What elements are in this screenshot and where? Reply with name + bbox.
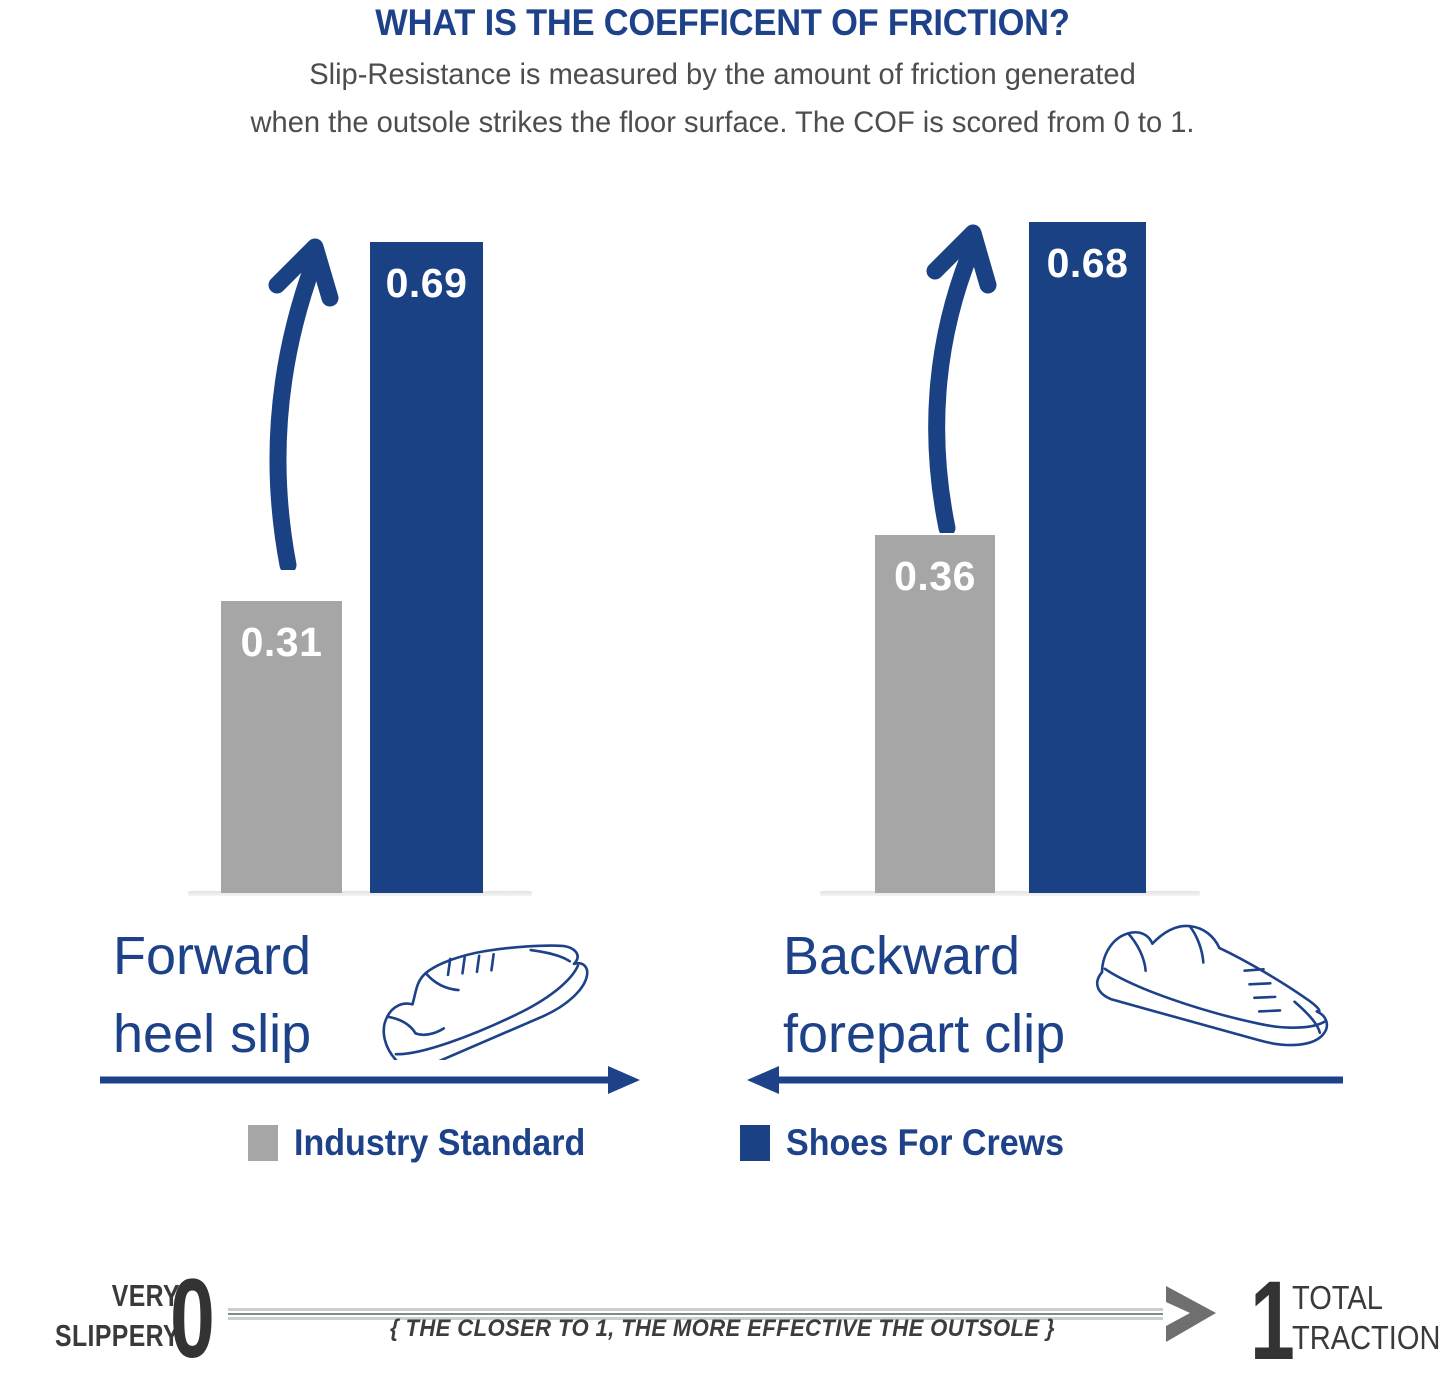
legend-label: Industry Standard (294, 1122, 586, 1163)
caption-line-2: forepart clip (783, 1004, 1066, 1065)
scale-rule-bottom (228, 1317, 1163, 1320)
sneaker-heel-down-icon (360, 920, 600, 1073)
sneaker-toe-down-icon (1090, 916, 1340, 1056)
legend-item-industry-standard[interactable]: Industry Standard (248, 1122, 611, 1164)
bar-industry-standard-backward: 0.36 (875, 535, 995, 893)
caption-line-1: Backward (783, 926, 1021, 986)
upward-trend-arrow-right (915, 215, 1020, 537)
scale-right-line-2: TRACTION (1292, 1319, 1441, 1357)
greater-than-chevron-icon (1158, 1282, 1226, 1348)
bar-value-label: 0.69 (385, 260, 468, 306)
scale-rule-mid (228, 1313, 1163, 1315)
legend-item-shoes-for-crews[interactable]: Shoes For Crews (740, 1122, 1088, 1164)
scale-left-line-2: SLIPPERY (55, 1317, 180, 1353)
bar-value-label: 0.36 (894, 553, 976, 599)
bar-shoes-for-crews-backward: 0.68 (1029, 222, 1146, 893)
upward-trend-arrow-left (255, 225, 365, 574)
header: WHAT IS THE COEFFICENT OF FRICTION? Slip… (0, 0, 1445, 148)
page-subtitle: Slip-Resistance is measured by the amoun… (22, 51, 1424, 148)
caption-line-2: heel slip (113, 1004, 312, 1065)
arrow-left-icon (745, 1062, 1345, 1098)
scale-rule-top (228, 1308, 1163, 1311)
scale-left-line-1: VERY (111, 1278, 180, 1313)
caption-line-1: Forward (113, 926, 312, 986)
chart-legend: Industry Standard Shoes For Crews (0, 1112, 1445, 1172)
bar-value-label: 0.68 (1046, 240, 1129, 286)
scale-right-caption: TOTAL TRACTION (1292, 1278, 1440, 1359)
scale-left-caption: VERY SLIPPERY (42, 1276, 180, 1355)
scale-zero-label: 0 (170, 1256, 215, 1381)
legend-swatch-blue-icon (740, 1125, 770, 1161)
subtitle-line-2: when the outsole strikes the floor surfa… (250, 106, 1195, 140)
arrow-right-icon (98, 1062, 643, 1098)
scale-note: { THE CLOSER TO 1, THE MORE EFFECTIVE TH… (390, 1315, 1055, 1342)
baseline-left (188, 891, 532, 896)
subtitle-line-1: Slip-Resistance is measured by the amoun… (309, 57, 1136, 91)
scale-right-line-1: TOTAL (1292, 1279, 1383, 1316)
group-caption-forward: Forward heel slip (113, 917, 311, 1074)
page-title: WHAT IS THE COEFFICENT OF FRICTION? (375, 2, 1070, 43)
bar-shoes-for-crews-forward: 0.69 (370, 242, 483, 893)
legend-swatch-gray-icon (248, 1125, 278, 1161)
bar-industry-standard-forward: 0.31 (221, 601, 342, 893)
group-caption-backward: Backward forepart clip (783, 917, 1065, 1074)
bar-value-label: 0.31 (240, 619, 323, 665)
cof-scale-bar: VERY SLIPPERY 0 1 TOTAL TRACTION { THE C… (0, 1256, 1445, 1383)
legend-label: Shoes For Crews (786, 1122, 1065, 1163)
baseline-right (820, 891, 1200, 896)
